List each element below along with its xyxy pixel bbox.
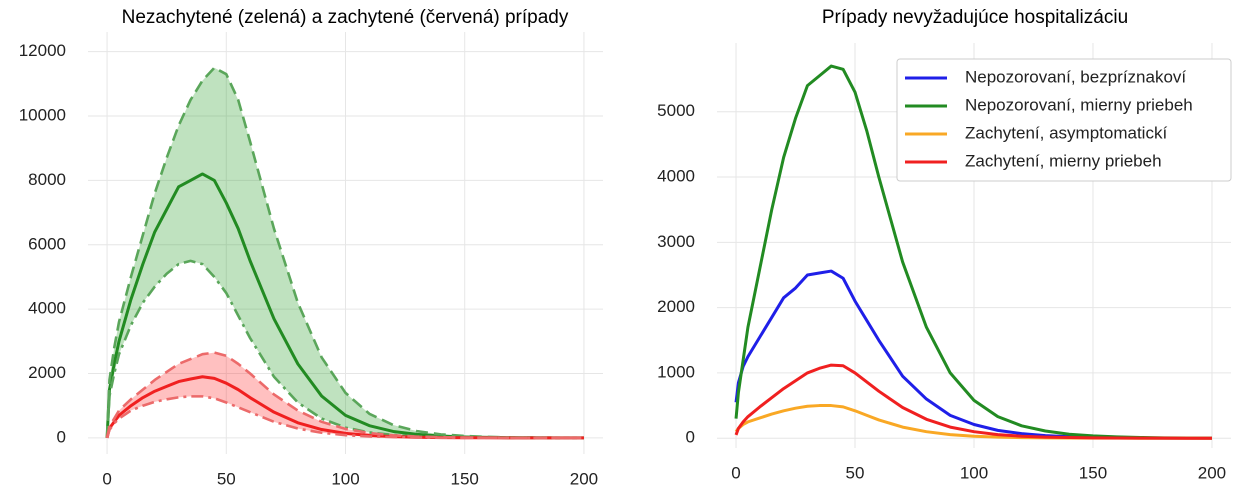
- y-tick-label: 5000: [657, 101, 695, 120]
- y-tick-label: 3000: [657, 232, 695, 251]
- line: [734, 363, 1212, 440]
- y-tick-label: 2000: [657, 297, 695, 316]
- x-tick-label: 100: [960, 463, 988, 482]
- y-tick-label: 8000: [28, 170, 66, 189]
- chart-title: Prípady nevyžadujúce hospitalizáciu: [822, 7, 1128, 28]
- line: [105, 351, 584, 440]
- y-tick-label: 10000: [19, 106, 66, 125]
- x-tick-label: 200: [570, 469, 598, 488]
- x-tick-label: 150: [451, 469, 479, 488]
- band: [107, 67, 584, 438]
- legend: Nepozorovaní, bezpríznakoví Nepozorovaní,…: [896, 58, 1232, 182]
- line: [105, 259, 584, 440]
- legend-label: Nepozorovaní, bezpríznakoví: [965, 67, 1186, 86]
- y-tick-label: 4000: [657, 167, 695, 186]
- x-tick-label: 100: [331, 469, 359, 488]
- x-tick-label: 200: [1198, 463, 1226, 482]
- band: [107, 352, 584, 438]
- legend-box: [896, 58, 1232, 182]
- line: [105, 395, 584, 440]
- y-tick-label: 4000: [28, 299, 66, 318]
- x-tick-label: 50: [217, 469, 236, 488]
- legend-label: Nepozorovaní, mierny priebeh: [965, 95, 1193, 114]
- y-tick-label: 0: [57, 427, 66, 446]
- y-tick-label: 0: [686, 428, 695, 447]
- chart-title: Nezachytené (zelená) a zachytené (červen…: [122, 7, 569, 28]
- y-tick-label: 6000: [28, 234, 66, 253]
- x-tick-label: 0: [102, 469, 111, 488]
- legend-label: Zachytení, mierny priebeh: [965, 151, 1162, 170]
- x-tick-label: 0: [731, 463, 740, 482]
- y-tick-label: 2000: [28, 363, 66, 382]
- legend-label: Zachytení, asymptomatickí: [965, 123, 1167, 142]
- y-tick-label: 12000: [19, 41, 66, 60]
- x-tick-label: 150: [1079, 463, 1107, 482]
- y-tick-label: 1000: [657, 362, 695, 381]
- x-tick-label: 50: [846, 463, 865, 482]
- line: [734, 64, 1212, 440]
